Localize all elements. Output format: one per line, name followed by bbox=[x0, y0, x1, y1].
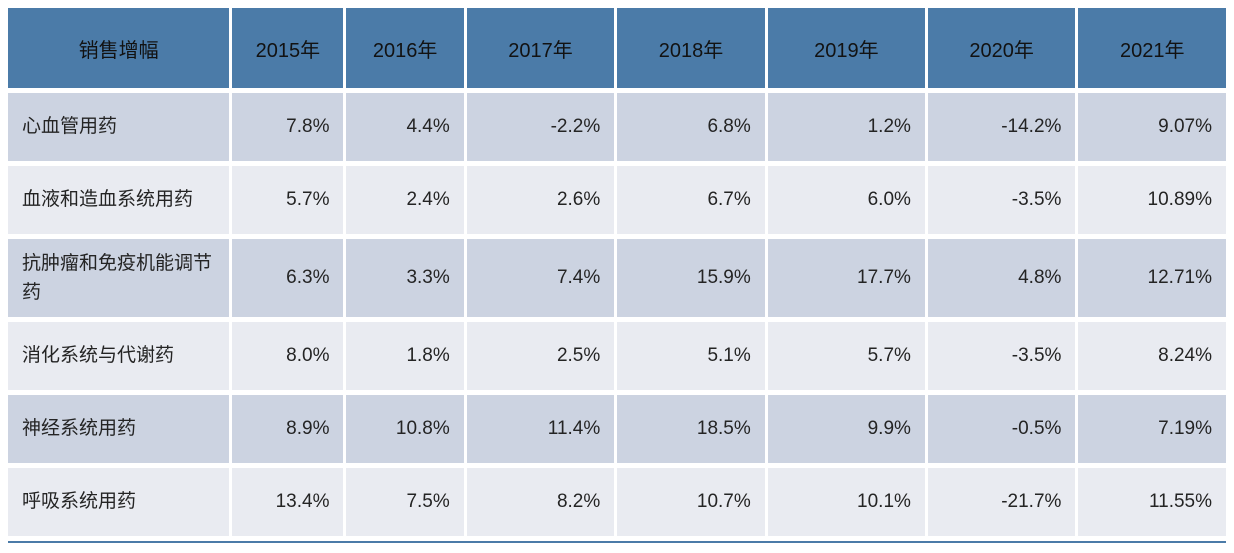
table-cell: 7.8% bbox=[232, 93, 344, 161]
row-label: 心血管用药 bbox=[8, 93, 230, 161]
row-label: 抗肿瘤和免疫机能调节药 bbox=[8, 239, 230, 317]
table-cell: 5.7% bbox=[232, 166, 344, 234]
row-label: 神经系统用药 bbox=[8, 395, 230, 463]
table-cell: -3.5% bbox=[927, 322, 1076, 390]
table-row-respiratory: 呼吸系统用药 13.4% 7.5% 8.2% 10.7% 10.1% -21.7… bbox=[8, 468, 1226, 536]
table-cell: 9.9% bbox=[767, 395, 925, 463]
header-2015: 2015年 bbox=[232, 8, 344, 88]
table-cell: 7.5% bbox=[346, 468, 464, 536]
header-2020: 2020年 bbox=[927, 8, 1076, 88]
table-cell: 10.8% bbox=[346, 395, 464, 463]
table-cell: 5.1% bbox=[617, 322, 765, 390]
row-label: 消化系统与代谢药 bbox=[8, 322, 230, 390]
table-cell: 7.4% bbox=[466, 239, 615, 317]
table-cell: 4.8% bbox=[927, 239, 1076, 317]
table-cell: 3.3% bbox=[346, 239, 464, 317]
table-cell: 11.4% bbox=[466, 395, 615, 463]
table-row-antitumor: 抗肿瘤和免疫机能调节药 6.3% 3.3% 7.4% 15.9% 17.7% 4… bbox=[8, 239, 1226, 317]
table-cell: 15.9% bbox=[617, 239, 765, 317]
table-cell: 6.8% bbox=[617, 93, 765, 161]
table-bottom-border bbox=[8, 541, 1226, 543]
table-cell: -2.2% bbox=[466, 93, 615, 161]
table-cell: 4.4% bbox=[346, 93, 464, 161]
table-row-digestive: 消化系统与代谢药 8.0% 1.8% 2.5% 5.1% 5.7% -3.5% … bbox=[8, 322, 1226, 390]
table-cell: -21.7% bbox=[927, 468, 1076, 536]
header-2016: 2016年 bbox=[346, 8, 464, 88]
table-cell: 12.71% bbox=[1078, 239, 1226, 317]
table-cell: 9.07% bbox=[1078, 93, 1226, 161]
table-cell: 8.9% bbox=[232, 395, 344, 463]
table-cell: 2.5% bbox=[466, 322, 615, 390]
table-cell: 2.4% bbox=[346, 166, 464, 234]
table-cell: 11.55% bbox=[1078, 468, 1226, 536]
header-row: 销售增幅 2015年 2016年 2017年 2018年 2019年 2020年… bbox=[8, 8, 1226, 88]
table-cell: 8.0% bbox=[232, 322, 344, 390]
table-cell: 1.8% bbox=[346, 322, 464, 390]
header-2019: 2019年 bbox=[767, 8, 925, 88]
table-cell: 6.3% bbox=[232, 239, 344, 317]
row-label: 血液和造血系统用药 bbox=[8, 166, 230, 234]
row-label: 呼吸系统用药 bbox=[8, 468, 230, 536]
table-row-blood: 血液和造血系统用药 5.7% 2.4% 2.6% 6.7% 6.0% -3.5%… bbox=[8, 166, 1226, 234]
table-row-cardiovascular: 心血管用药 7.8% 4.4% -2.2% 6.8% 1.2% -14.2% 9… bbox=[8, 93, 1226, 161]
table-cell: 5.7% bbox=[767, 322, 925, 390]
table-cell: 13.4% bbox=[232, 468, 344, 536]
table-row-nervous: 神经系统用药 8.9% 10.8% 11.4% 18.5% 9.9% -0.5%… bbox=[8, 395, 1226, 463]
table-cell: 2.6% bbox=[466, 166, 615, 234]
header-2017: 2017年 bbox=[466, 8, 615, 88]
table-cell: 8.24% bbox=[1078, 322, 1226, 390]
table-cell: 18.5% bbox=[617, 395, 765, 463]
table-cell: -0.5% bbox=[927, 395, 1076, 463]
table-cell: 1.2% bbox=[767, 93, 925, 161]
table-cell: 6.0% bbox=[767, 166, 925, 234]
table-cell: 10.1% bbox=[767, 468, 925, 536]
header-sales-growth: 销售增幅 bbox=[8, 8, 230, 88]
table-cell: 10.7% bbox=[617, 468, 765, 536]
header-2021: 2021年 bbox=[1078, 8, 1226, 88]
table-cell: 6.7% bbox=[617, 166, 765, 234]
table-cell: 10.89% bbox=[1078, 166, 1226, 234]
table-cell: -3.5% bbox=[927, 166, 1076, 234]
header-2018: 2018年 bbox=[617, 8, 765, 88]
table-cell: 8.2% bbox=[466, 468, 615, 536]
table-cell: 17.7% bbox=[767, 239, 925, 317]
table-cell: 7.19% bbox=[1078, 395, 1226, 463]
table-cell: -14.2% bbox=[927, 93, 1076, 161]
sales-growth-table: 销售增幅 2015年 2016年 2017年 2018年 2019年 2020年… bbox=[5, 3, 1229, 541]
